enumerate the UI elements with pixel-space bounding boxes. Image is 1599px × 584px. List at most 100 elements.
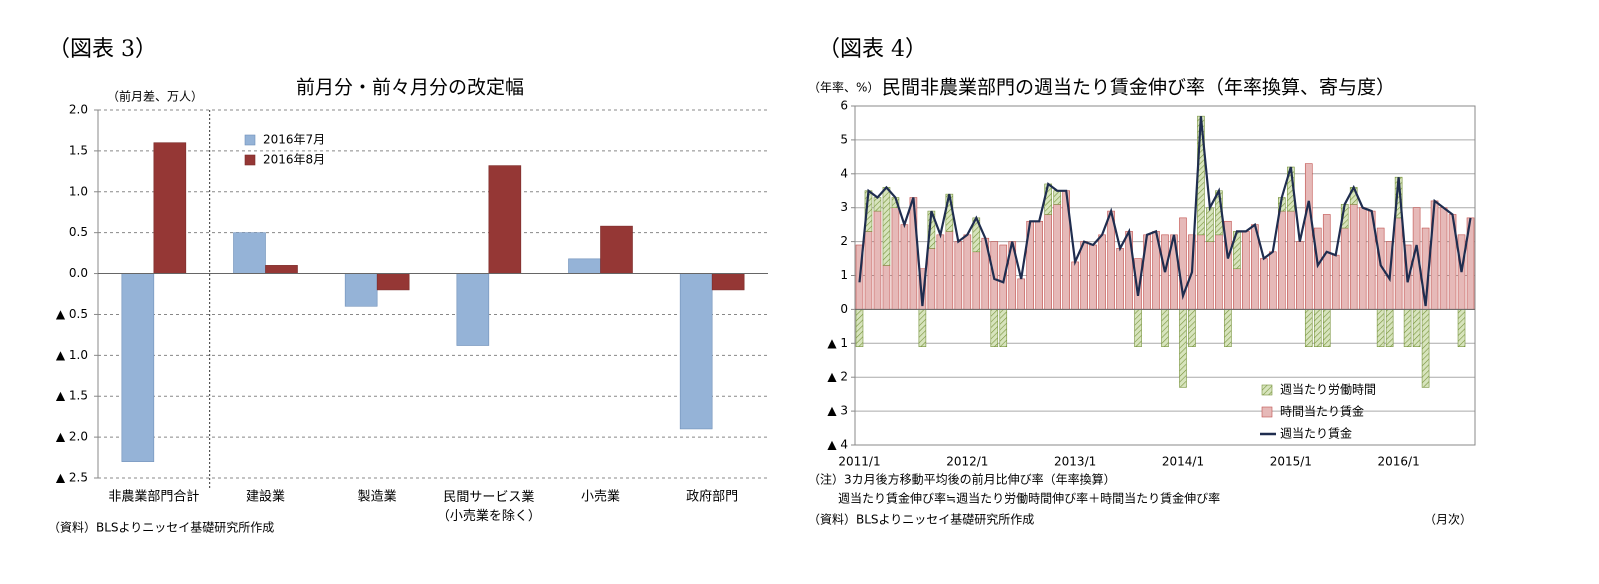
bar <box>1349 204 1358 310</box>
bar <box>1286 210 1295 310</box>
source: （資料）BLSよりニッセイ基礎研究所作成 <box>808 512 1034 527</box>
bar <box>1134 309 1142 347</box>
note: 週当たり賃金伸び率≒週当たり労働時間伸び率＋時間当たり賃金伸び率 <box>838 491 1220 506</box>
bar <box>711 273 745 291</box>
bar <box>344 273 378 307</box>
y-tick-label: 4 <box>840 166 848 180</box>
y-tick-label: ▲ 1.0 <box>56 348 88 362</box>
y-tick-label: 1.0 <box>69 184 88 198</box>
bar <box>1224 309 1232 347</box>
chart-title: 前月分・前々月分の改定幅 <box>296 77 524 99</box>
bar <box>1331 254 1340 310</box>
y-tick-label: ▲ 2.5 <box>56 471 88 485</box>
bar <box>376 273 410 291</box>
bar <box>1421 309 1430 388</box>
bar <box>1269 251 1277 310</box>
bar <box>1233 268 1241 310</box>
bar <box>1260 258 1268 310</box>
figure-label: （図表 4） <box>818 37 927 62</box>
figure-label: （図表 3） <box>48 37 157 62</box>
bar <box>1304 163 1313 310</box>
bar <box>1322 309 1331 347</box>
bar <box>233 232 266 274</box>
bar <box>891 207 900 310</box>
line <box>858 116 1472 307</box>
x-tick-label: 建設業 <box>246 489 285 505</box>
chart-title: 民間非農業部門の週当たり賃金伸び率（年率換算、寄与度） <box>882 77 1395 99</box>
bar <box>1242 231 1250 310</box>
bar <box>972 251 981 310</box>
bar <box>679 273 713 430</box>
legend-label: 2016年7月 <box>263 133 325 147</box>
y-tick-label: 2 <box>840 234 848 248</box>
bar <box>153 142 187 274</box>
bar <box>855 309 864 347</box>
y-tick-label: ▲ 1 <box>827 336 848 350</box>
y-tick-label: ▲ 2 <box>827 370 848 384</box>
bar <box>1340 227 1349 310</box>
x-tick-label: 非農業部門合計 <box>108 489 199 505</box>
bar <box>1035 220 1044 310</box>
bar <box>568 258 601 274</box>
bar <box>1197 234 1205 310</box>
y-tick-label: 6 <box>840 99 848 113</box>
legend-label: 週当たり労働時間 <box>1280 383 1376 397</box>
bar <box>1080 241 1088 310</box>
bar <box>1313 309 1322 347</box>
bar <box>1412 309 1421 347</box>
bar <box>918 309 927 347</box>
source: （資料）BLSよりニッセイ基礎研究所作成 <box>48 520 274 535</box>
bar <box>1215 234 1223 310</box>
bar <box>1385 309 1394 347</box>
bar <box>1278 210 1286 310</box>
bar <box>873 210 882 310</box>
bar <box>1053 190 1061 205</box>
bar <box>1439 207 1448 310</box>
legend-swatch <box>244 134 256 146</box>
bar <box>1457 309 1466 347</box>
bar <box>1071 261 1079 310</box>
bar <box>900 224 909 310</box>
bar <box>1304 309 1313 347</box>
y-tick-label: 5 <box>840 132 848 146</box>
legend-label: 2016年8月 <box>263 153 325 167</box>
bar <box>1098 234 1106 310</box>
bar <box>1403 309 1412 347</box>
bar <box>864 231 873 310</box>
bar <box>1376 309 1385 347</box>
bar <box>1161 309 1169 347</box>
y-axis-label: （年率、%） <box>808 80 879 95</box>
bar <box>882 265 891 310</box>
bar <box>990 309 999 347</box>
bar <box>265 265 298 274</box>
bar <box>954 241 963 310</box>
bar <box>882 187 891 266</box>
bar <box>963 234 972 310</box>
y-axis-label: （前月差、万人） <box>107 89 203 104</box>
y-tick-label: 0.5 <box>69 225 88 239</box>
bar <box>999 244 1008 310</box>
x-tick-label: 製造業 <box>358 489 397 505</box>
x-tick-label: 2016/1 <box>1378 455 1420 469</box>
bar <box>600 225 633 274</box>
y-tick-label: 1.5 <box>69 143 88 157</box>
y-tick-label: 3 <box>840 200 848 214</box>
x-tick-label: 政府部門 <box>686 490 738 505</box>
bar <box>1206 207 1214 242</box>
x-tick-label: 2013/1 <box>1054 455 1096 469</box>
bar <box>936 234 945 310</box>
y-tick-label: ▲ 3 <box>827 404 848 418</box>
note: （注）3カ月後方移動平均後の前月比伸び率（年率換算） <box>808 472 1116 487</box>
legend-label: 時間当たり賃金 <box>1280 404 1364 419</box>
bar <box>1179 309 1187 388</box>
legend-label: 週当たり賃金 <box>1280 426 1352 441</box>
y-tick-label: ▲ 2.0 <box>56 430 88 444</box>
legend-swatch <box>244 154 256 166</box>
bar <box>1116 248 1124 310</box>
x-tick-label: 2012/1 <box>946 455 988 469</box>
bar <box>1044 214 1052 310</box>
x-tick-label: 小売業 <box>581 489 620 505</box>
x-tick-label: 2011/1 <box>838 455 880 469</box>
y-tick-label: ▲ 4 <box>827 438 848 452</box>
